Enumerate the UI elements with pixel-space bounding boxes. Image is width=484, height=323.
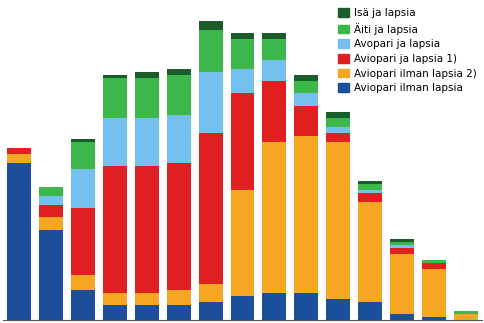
Bar: [390, 248, 413, 254]
Bar: [390, 254, 413, 314]
Bar: [294, 75, 318, 81]
Bar: [358, 193, 381, 202]
Bar: [7, 148, 30, 154]
Bar: [166, 75, 190, 115]
Bar: [103, 118, 126, 166]
Bar: [358, 181, 381, 184]
Bar: [198, 302, 222, 320]
Bar: [294, 293, 318, 320]
Bar: [39, 187, 62, 196]
Bar: [71, 142, 94, 169]
Bar: [294, 106, 318, 136]
Bar: [103, 305, 126, 320]
Bar: [71, 290, 94, 320]
Bar: [71, 275, 94, 290]
Bar: [198, 30, 222, 72]
Bar: [262, 33, 286, 39]
Bar: [39, 205, 62, 217]
Legend: Isä ja lapsia, Äiti ja lapsia, Avopari ja lapsia, Aviopari ja lapsia 1), Aviopar: Isä ja lapsia, Äiti ja lapsia, Avopari j…: [337, 8, 476, 93]
Bar: [262, 293, 286, 320]
Bar: [198, 72, 222, 133]
Bar: [390, 314, 413, 320]
Bar: [390, 242, 413, 245]
Bar: [166, 305, 190, 320]
Bar: [454, 314, 477, 320]
Bar: [358, 190, 381, 193]
Bar: [230, 296, 254, 320]
Bar: [166, 69, 190, 75]
Bar: [422, 317, 445, 320]
Bar: [422, 263, 445, 269]
Bar: [103, 293, 126, 305]
Bar: [39, 230, 62, 320]
Bar: [230, 93, 254, 190]
Bar: [326, 127, 349, 133]
Bar: [135, 305, 158, 320]
Bar: [454, 311, 477, 314]
Bar: [71, 169, 94, 208]
Bar: [294, 136, 318, 293]
Bar: [358, 184, 381, 190]
Bar: [230, 190, 254, 296]
Bar: [198, 21, 222, 30]
Bar: [135, 72, 158, 78]
Bar: [103, 78, 126, 118]
Bar: [326, 112, 349, 118]
Bar: [326, 299, 349, 320]
Bar: [262, 60, 286, 81]
Bar: [230, 69, 254, 93]
Bar: [358, 202, 381, 302]
Bar: [39, 196, 62, 205]
Bar: [262, 39, 286, 60]
Bar: [198, 284, 222, 302]
Bar: [103, 75, 126, 78]
Bar: [166, 290, 190, 305]
Bar: [166, 163, 190, 290]
Bar: [71, 139, 94, 142]
Bar: [326, 133, 349, 142]
Bar: [166, 115, 190, 163]
Bar: [230, 39, 254, 69]
Bar: [422, 269, 445, 317]
Bar: [294, 93, 318, 106]
Bar: [294, 81, 318, 93]
Bar: [390, 245, 413, 248]
Bar: [135, 293, 158, 305]
Bar: [135, 166, 158, 293]
Bar: [230, 33, 254, 39]
Bar: [71, 208, 94, 275]
Bar: [390, 239, 413, 242]
Bar: [198, 133, 222, 284]
Bar: [326, 142, 349, 299]
Bar: [7, 154, 30, 163]
Bar: [103, 166, 126, 293]
Bar: [39, 217, 62, 230]
Bar: [135, 118, 158, 166]
Bar: [262, 81, 286, 142]
Bar: [358, 302, 381, 320]
Bar: [422, 260, 445, 263]
Bar: [262, 142, 286, 293]
Bar: [7, 163, 30, 320]
Bar: [135, 78, 158, 118]
Bar: [326, 118, 349, 127]
